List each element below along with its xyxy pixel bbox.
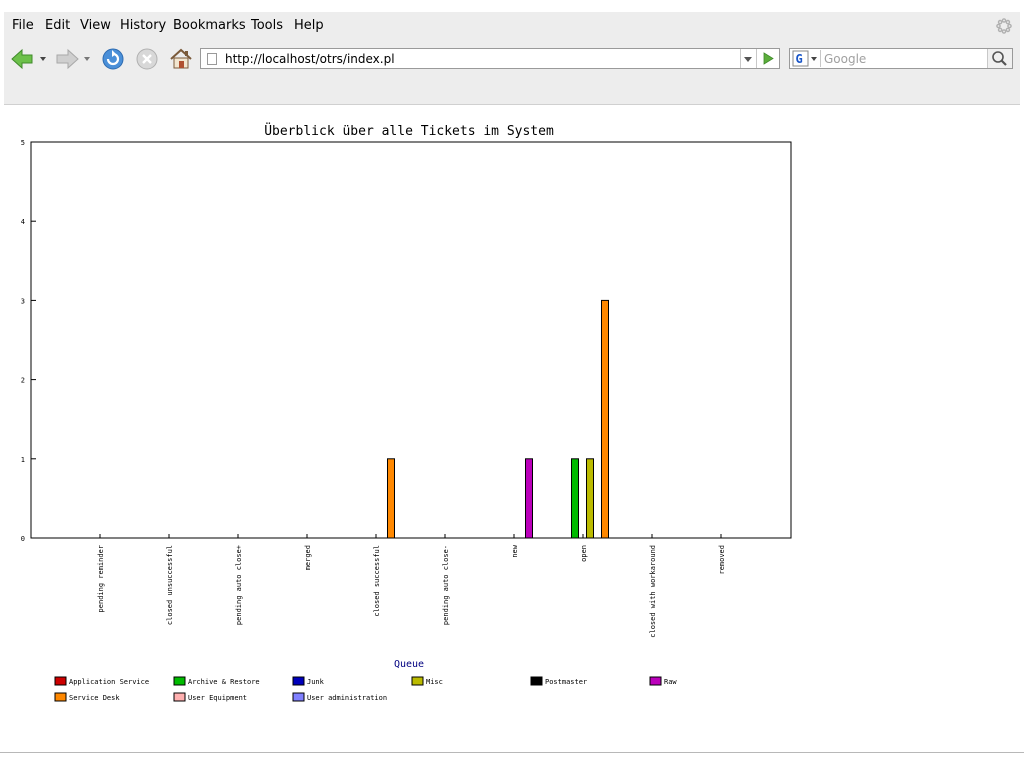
browser-chrome: File Edit View History Bookmarks Tools H… [4,12,1020,105]
legend-swatch [292,692,305,702]
legend-label: Junk [307,678,325,686]
y-tick-label: 2 [21,377,25,385]
legend-swatch [54,692,67,702]
home-icon[interactable] [168,46,194,72]
bar [571,458,579,539]
legend-swatch [530,676,543,686]
window-top-border [0,0,1024,12]
go-arrow-icon[interactable] [756,49,779,68]
chart-title: Überblick über alle Tickets im System [264,122,554,139]
bar [525,458,533,539]
x-tick-label: pending auto close- [442,545,450,625]
plot-area [30,141,792,539]
legend-swatch [649,676,662,686]
x-tick-label: open [580,545,588,562]
google-icon[interactable]: G [792,50,821,67]
x-tick-label: removed [718,545,726,575]
legend-swatch [54,676,67,686]
svg-text:G: G [796,52,803,66]
legend-label: Postmaster [545,678,587,686]
legend-label: Raw [664,678,677,686]
legend-label: Misc [426,678,443,686]
x-tick-label: pending reminder [97,545,105,612]
page-icon [207,53,217,65]
legend-swatch [292,676,305,686]
menu-edit[interactable]: Edit [45,18,71,33]
url-input[interactable] [225,50,735,67]
menu-tools[interactable]: Tools [251,18,284,33]
legend-swatch [411,676,424,686]
search-bar[interactable]: G [789,48,1013,69]
window-bottom-border [0,752,1024,769]
x-tick-label: pending auto close+ [235,545,243,625]
y-tick-label: 3 [21,297,25,305]
search-input[interactable] [824,50,984,67]
stop-icon[interactable] [134,46,160,72]
y-axis: 0 1 2 3 4 5 [21,139,36,543]
bar [601,299,609,539]
back-arrow-icon[interactable] [8,46,48,72]
magnifier-icon[interactable] [987,49,1012,68]
reload-icon[interactable] [100,46,126,72]
forward-arrow-icon[interactable] [52,46,92,72]
y-tick-label: 1 [21,456,25,464]
legend-label: Archive & Restore [188,678,260,686]
menu-history[interactable]: History [120,18,167,33]
x-axis-label: Queue [394,659,424,670]
x-tick-label: closed successful [373,545,381,617]
legend-label: User administration [307,694,387,702]
x-tick-label: new [511,544,519,557]
bar [586,458,594,539]
menu-help[interactable]: Help [294,18,324,33]
navigation-toolbar: G [4,46,1020,74]
menu-bookmarks[interactable]: Bookmarks [173,18,246,33]
page-content: Überblick über alle Tickets im System 0 1… [4,105,1020,752]
legend-swatch [173,676,186,686]
x-tick-label: merged [304,545,312,570]
legend-label: User Equipment [188,694,247,702]
url-bar[interactable] [200,48,780,69]
legend-label: Application Service [69,678,149,686]
ticket-bar-chart: Überblick über alle Tickets im System 0 1… [21,122,792,702]
legend-swatch [173,692,186,702]
legend-label: Service Desk [69,694,120,702]
bar [387,458,395,539]
menu-view[interactable]: View [80,18,111,33]
y-tick-label: 5 [21,139,25,147]
chevron-down-icon[interactable] [740,49,755,68]
legend: Application Service Archive & Restore Junk… [54,676,677,702]
menu-file[interactable]: File [12,18,34,33]
y-tick-label: 0 [21,535,25,543]
throbber-icon [996,18,1012,34]
x-axis: pending reminder closed unsuccessful pendi… [97,534,726,638]
x-tick-label: closed unsuccessful [166,545,174,625]
y-tick-label: 4 [21,218,25,226]
x-tick-label: closed with workaround [649,545,657,638]
bars [387,299,609,539]
